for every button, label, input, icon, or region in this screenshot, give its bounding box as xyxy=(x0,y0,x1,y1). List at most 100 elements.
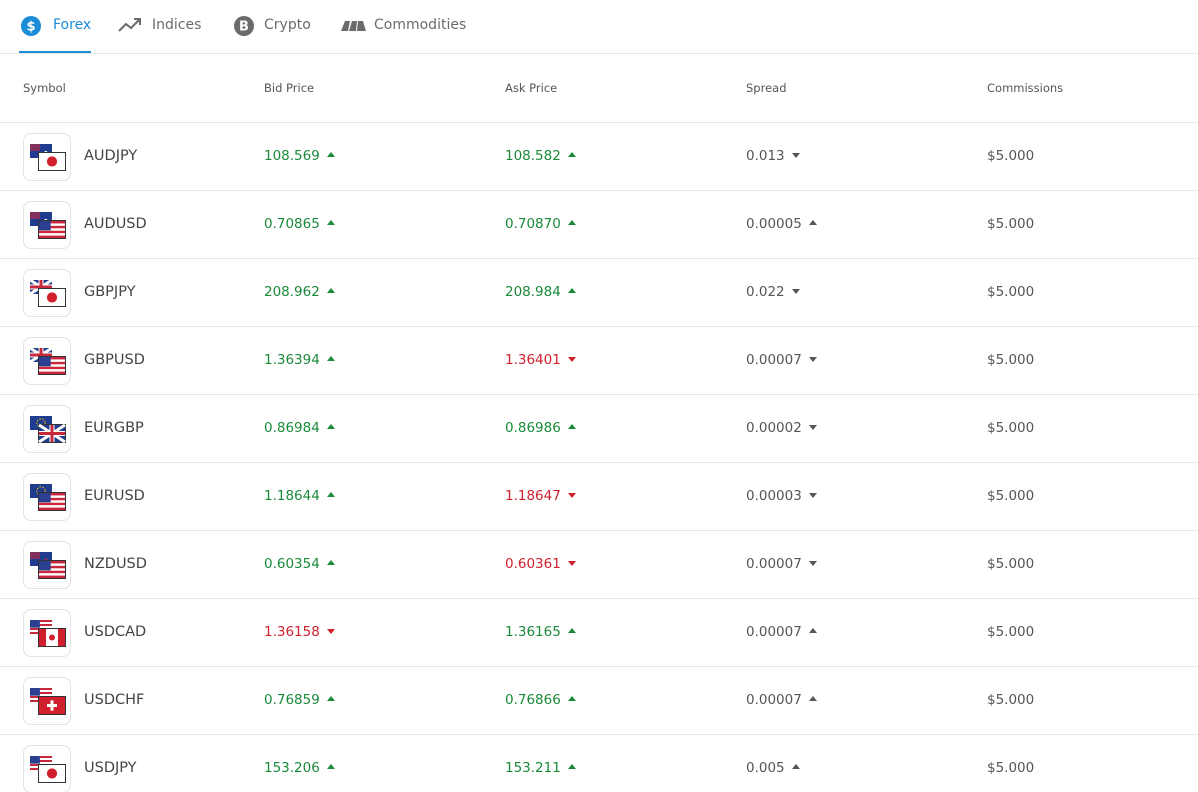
tab-label: Forex xyxy=(53,17,92,33)
commission: $5.000 xyxy=(987,352,1035,368)
tab-label: Crypto xyxy=(264,17,311,33)
table-row[interactable]: EURGBP 0.86984 0.86986 0.00002 $5.000 xyxy=(0,395,1198,463)
bid-value: 108.569 xyxy=(264,148,320,164)
flag-icon xyxy=(23,677,71,725)
table-row[interactable]: AUDUSD 0.70865 0.70870 0.00005 $5.000 xyxy=(0,191,1198,259)
table-row[interactable]: GBPUSD 1.36394 1.36401 0.00007 $5.000 xyxy=(0,327,1198,395)
ask-value: 0.60361 xyxy=(505,556,561,572)
flag-icon xyxy=(23,337,71,385)
ask-cell: 1.18647 xyxy=(505,463,576,530)
flag-pair xyxy=(30,212,66,239)
ask-cell: 1.36401 xyxy=(505,327,576,394)
svg-text:B: B xyxy=(239,20,249,35)
ask-cell: 108.582 xyxy=(505,123,576,190)
bid-value: 208.962 xyxy=(264,284,320,300)
trend-arrow xyxy=(808,561,817,566)
table-row[interactable]: USDCAD 1.36158 1.36165 0.00007 $5.000 xyxy=(0,599,1198,667)
tab[interactable]: B Crypto xyxy=(233,0,318,51)
bid-value: 0.60354 xyxy=(264,556,320,572)
ask-value: 1.36165 xyxy=(505,624,561,640)
bid-value: 153.206 xyxy=(264,760,320,776)
trend-arrow xyxy=(567,764,576,769)
flag-pair xyxy=(30,144,66,171)
flag-icon xyxy=(23,745,71,792)
tab[interactable]: Commodities xyxy=(340,0,475,51)
tab[interactable]: Indices xyxy=(118,0,208,51)
flag-pair xyxy=(29,278,66,307)
table-row[interactable]: EURUSD 1.18644 1.18647 0.00003 $5.000 xyxy=(0,463,1198,531)
trend-arrow xyxy=(326,152,335,157)
trend-arrow xyxy=(567,357,576,362)
flag-pair xyxy=(30,620,66,647)
commission: $5.000 xyxy=(987,556,1035,572)
tab-icon: $ xyxy=(21,16,41,36)
tab[interactable]: $ Forex xyxy=(19,0,91,53)
table-row[interactable]: GBPJPY 208.962 208.984 0.022 $5.000 xyxy=(0,259,1198,327)
trend-arrow xyxy=(808,696,817,701)
symbol: EURUSD xyxy=(84,488,145,504)
spread-cell: 0.00007 xyxy=(746,327,817,394)
commission: $5.000 xyxy=(987,284,1035,300)
spread-value: 0.00007 xyxy=(746,692,802,708)
table-row[interactable]: USDJPY 153.206 153.211 0.005 $5.000 xyxy=(0,735,1198,792)
spread-value: 0.00005 xyxy=(746,216,802,232)
column-header: Bid Price xyxy=(264,81,315,95)
commission: $5.000 xyxy=(987,216,1035,232)
tab-label: Indices xyxy=(152,17,202,33)
trend-arrow xyxy=(791,289,800,294)
bid-cell: 0.76859 xyxy=(264,667,335,734)
flag-icon xyxy=(23,269,71,317)
spread-value: 0.00002 xyxy=(746,420,802,436)
trend-arrow xyxy=(326,560,335,565)
trend-arrow xyxy=(326,424,335,429)
bid-cell: 0.86984 xyxy=(264,395,335,462)
flag-pair xyxy=(30,756,66,783)
spread-cell: 0.022 xyxy=(746,259,800,326)
bid-value: 0.86984 xyxy=(264,420,320,436)
flag-icon xyxy=(23,201,71,249)
symbol: USDJPY xyxy=(84,760,137,776)
flag-icon xyxy=(23,541,71,589)
trend-arrow xyxy=(808,220,817,225)
trend-arrow xyxy=(326,696,335,701)
flag-pair xyxy=(30,484,66,511)
bid-value: 0.76859 xyxy=(264,692,320,708)
trend-arrow xyxy=(567,220,576,225)
bid-cell: 1.18644 xyxy=(264,463,335,530)
flag-icon xyxy=(23,473,71,521)
bid-value: 0.70865 xyxy=(264,216,320,232)
spread-cell: 0.013 xyxy=(746,123,800,190)
flag-icon xyxy=(23,133,71,181)
ask-value: 0.86986 xyxy=(505,420,561,436)
ask-cell: 1.36165 xyxy=(505,599,576,666)
trend-arrow xyxy=(326,288,335,293)
column-header: Symbol xyxy=(23,81,66,95)
symbol: USDCAD xyxy=(84,624,147,640)
ask-cell: 0.86986 xyxy=(505,395,576,462)
flag-pair xyxy=(29,346,66,375)
bid-value: 1.36158 xyxy=(264,624,320,640)
bid-value: 1.18644 xyxy=(264,488,320,504)
ask-value: 0.70870 xyxy=(505,216,561,232)
spread-cell: 0.00007 xyxy=(746,667,817,734)
ask-cell: 0.70870 xyxy=(505,191,576,258)
table-row[interactable]: AUDJPY 108.569 108.582 0.013 $5.000 xyxy=(0,123,1198,191)
table-row[interactable]: NZDUSD 0.60354 0.60361 0.00007 $5.000 xyxy=(0,531,1198,599)
bid-cell: 208.962 xyxy=(264,259,335,326)
spread-cell: 0.00007 xyxy=(746,531,817,598)
trend-arrow xyxy=(326,220,335,225)
bid-value: 1.36394 xyxy=(264,352,320,368)
tab-bar: $ Forex Indices B Crypto Commodities xyxy=(0,0,1198,54)
tab-label: Commodities xyxy=(374,17,467,33)
ask-value: 153.211 xyxy=(505,760,561,776)
spread-cell: 0.00002 xyxy=(746,395,817,462)
flag-icon xyxy=(23,405,71,453)
trend-arrow xyxy=(567,424,576,429)
trend-arrow xyxy=(567,152,576,157)
ask-value: 208.984 xyxy=(505,284,561,300)
trend-arrow xyxy=(808,425,817,430)
table-row[interactable]: USDCHF 0.76859 0.76866 0.00007 $5.000 xyxy=(0,667,1198,735)
commission: $5.000 xyxy=(987,624,1035,640)
symbol: GBPUSD xyxy=(84,352,145,368)
ask-cell: 0.60361 xyxy=(505,531,576,598)
